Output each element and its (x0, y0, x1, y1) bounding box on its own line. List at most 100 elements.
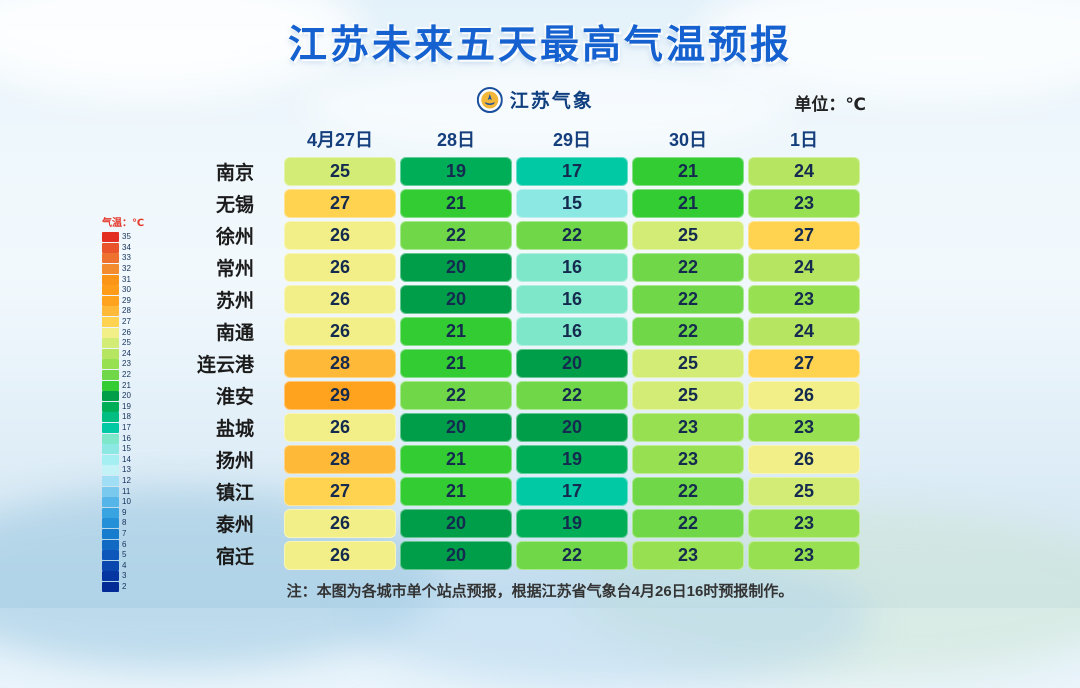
temp-cell: 23 (748, 285, 860, 314)
temp-cell: 15 (516, 189, 628, 218)
legend-item: 18 (102, 412, 166, 423)
legend-value: 25 (122, 338, 131, 348)
legend-chip (102, 486, 119, 497)
legend-chip (102, 391, 119, 402)
forecast-table: 4月27日 28日 29日 30日 1日 南京 25 19 17 21 24 无锡 27 21 15 21 23… (158, 124, 860, 570)
legend-item: 11 (102, 486, 166, 497)
temp-cell: 23 (632, 413, 744, 442)
city-label: 淮安 (215, 387, 254, 408)
legend-item: 29 (102, 295, 166, 307)
temp-cell: 22 (516, 541, 628, 570)
temp-cell: 23 (748, 413, 860, 442)
legend-item: 28 (102, 306, 166, 317)
legend-item: 14 (102, 454, 166, 465)
temp-cell: 23 (748, 189, 860, 218)
legend-chip (102, 454, 119, 465)
temp-cell: 17 (516, 157, 628, 186)
temp-cell: 20 (400, 541, 512, 570)
temp-cell: 26 (284, 221, 396, 250)
temp-cell: 26 (748, 381, 860, 410)
temp-cell: 16 (516, 253, 628, 282)
legend-value: 13 (122, 465, 131, 475)
legend-value: 17 (122, 422, 131, 432)
legend-chip (102, 338, 119, 349)
legend-chip (102, 359, 119, 370)
city-label: 泰州 (215, 515, 254, 536)
date-header: 29日 (552, 130, 592, 150)
legend-value: 7 (122, 528, 127, 538)
legend-chip (102, 433, 119, 444)
legend-value: 31 (122, 274, 131, 284)
legend-value: 22 (122, 370, 131, 380)
legend-item: 13 (102, 465, 166, 476)
legend-item: 19 (102, 401, 166, 413)
legend-chip (102, 253, 119, 264)
legend-item: 30 (102, 285, 166, 296)
legend-value: 30 (122, 285, 131, 295)
temp-cell: 21 (400, 445, 512, 474)
legend-value: 34 (122, 242, 131, 252)
temp-cell: 19 (516, 509, 628, 538)
temp-cell: 27 (748, 349, 860, 378)
legend-chip (102, 571, 119, 582)
temp-cell: 26 (748, 445, 860, 474)
logo-text: 江苏气象 (509, 91, 594, 112)
legend-chip (102, 539, 119, 550)
temp-cell: 27 (748, 221, 860, 250)
legend-chip (102, 422, 119, 433)
legend-value: 19 (122, 401, 131, 411)
legend-value: 9 (122, 507, 127, 517)
legend-chip (102, 581, 119, 592)
legend-item: 23 (102, 359, 166, 370)
legend-item: 26 (102, 327, 166, 338)
legend-value: 21 (122, 380, 131, 390)
legend-value: 15 (122, 444, 131, 454)
temp-cell: 26 (284, 317, 396, 346)
temp-cell: 22 (632, 317, 744, 346)
legend-chip (102, 528, 119, 539)
legend-value: 32 (122, 264, 131, 274)
legend-item: 7 (102, 528, 166, 540)
legend-chip (102, 465, 119, 476)
temp-cell: 25 (632, 349, 744, 378)
temp-cell: 21 (400, 189, 512, 218)
temp-cell: 20 (516, 413, 628, 442)
temp-cell: 21 (632, 157, 744, 186)
temp-cell: 26 (284, 509, 396, 538)
footer-note: 注：本图为各城市单个站点预报，根据江苏省气象台4月26日16时预报制作。 (286, 583, 794, 600)
temp-cell: 20 (400, 509, 512, 538)
temp-cell: 26 (284, 285, 396, 314)
legend-value: 33 (122, 253, 131, 263)
temp-cell: 22 (632, 509, 744, 538)
temp-cell: 25 (284, 157, 396, 186)
temp-cell: 25 (748, 477, 860, 506)
temp-cell: 19 (400, 157, 512, 186)
legend-item: 16 (102, 433, 166, 444)
temp-cell: 22 (632, 253, 744, 282)
legend-item: 10 (102, 497, 166, 508)
temp-cell: 26 (284, 253, 396, 282)
city-label: 无锡 (215, 195, 254, 216)
city-label: 扬州 (215, 451, 254, 472)
legend-item: 5 (102, 550, 166, 561)
temp-cell: 24 (748, 157, 860, 186)
temp-cell: 29 (284, 381, 396, 410)
legend-chip (102, 412, 119, 423)
legend-item: 22 (102, 370, 166, 381)
legend-value: 14 (122, 454, 131, 464)
temp-cell: 22 (516, 381, 628, 410)
legend-value: 16 (122, 433, 131, 443)
temp-cell: 20 (400, 253, 512, 282)
legend-item: 8 (102, 518, 166, 529)
temp-cell: 22 (516, 221, 628, 250)
legend-value: 23 (122, 359, 131, 369)
legend-value: 3 (122, 571, 127, 581)
legend-value: 28 (122, 306, 131, 316)
temp-cell: 21 (400, 317, 512, 346)
legend-chip (102, 295, 119, 306)
legend-value: 12 (122, 475, 131, 485)
legend-item: 12 (102, 475, 166, 487)
legend-chip (102, 232, 119, 243)
legend-item: 9 (102, 507, 166, 518)
legend-value: 6 (122, 539, 127, 549)
